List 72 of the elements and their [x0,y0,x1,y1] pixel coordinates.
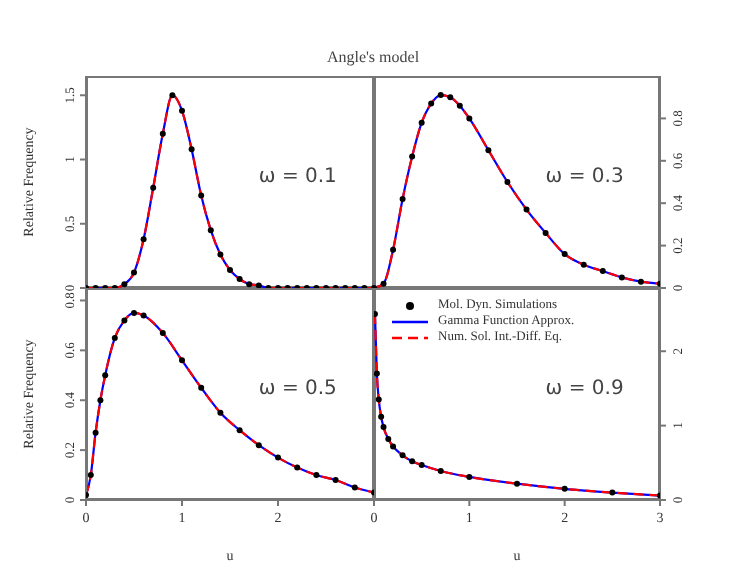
point [150,184,157,191]
point [637,278,644,285]
point [217,251,224,258]
point [207,227,214,234]
point [561,251,568,258]
point [179,357,185,364]
point [409,458,416,465]
point [618,274,625,281]
point [514,480,520,487]
point [169,92,176,99]
point [609,489,616,496]
point [378,413,385,420]
point [456,102,463,109]
point [428,100,435,107]
point [409,153,416,160]
point [121,317,128,324]
chart-title: Angle's model [324,48,422,66]
point [159,130,166,137]
point [131,309,137,316]
point [227,267,233,274]
point [390,443,397,450]
point [399,452,406,459]
point [437,92,444,99]
point [380,280,387,287]
point [485,147,492,154]
point [374,370,380,377]
point [87,472,94,479]
point [447,94,454,101]
point [332,477,339,484]
point [418,462,425,469]
point [198,384,205,391]
point [92,429,99,436]
point [111,334,118,341]
point [217,409,224,416]
point [255,282,262,288]
annotation: ω = 0.1 [258,165,337,188]
point [97,397,104,404]
annotation: ω = 0.9 [545,377,624,400]
point [140,312,147,319]
point [351,484,358,491]
annotation: ω = 0.3 [545,165,624,188]
point [466,115,473,122]
point [179,107,185,114]
point [313,472,320,479]
point [385,436,392,442]
point [236,276,243,283]
point [198,192,205,199]
point [131,269,137,276]
point [275,454,281,461]
point [246,281,253,288]
annotation: ω = 0.5 [258,377,337,400]
point [599,268,606,275]
point [542,229,549,236]
point [466,473,473,480]
point [294,464,301,471]
point [121,281,128,288]
point [580,261,587,268]
point [437,467,444,474]
point [523,206,530,213]
point [188,146,195,153]
point [380,424,387,431]
point [390,246,397,253]
point [255,442,262,449]
point [399,195,406,202]
point [418,119,425,126]
point [504,179,511,185]
point [561,485,568,492]
point [159,329,166,336]
point [236,427,243,434]
point [140,236,147,243]
point [102,372,109,379]
point [375,396,382,403]
